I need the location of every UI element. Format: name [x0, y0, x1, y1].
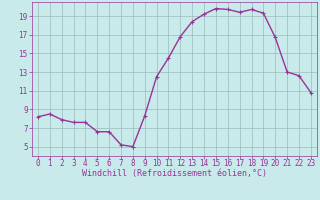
X-axis label: Windchill (Refroidissement éolien,°C): Windchill (Refroidissement éolien,°C): [82, 169, 267, 178]
